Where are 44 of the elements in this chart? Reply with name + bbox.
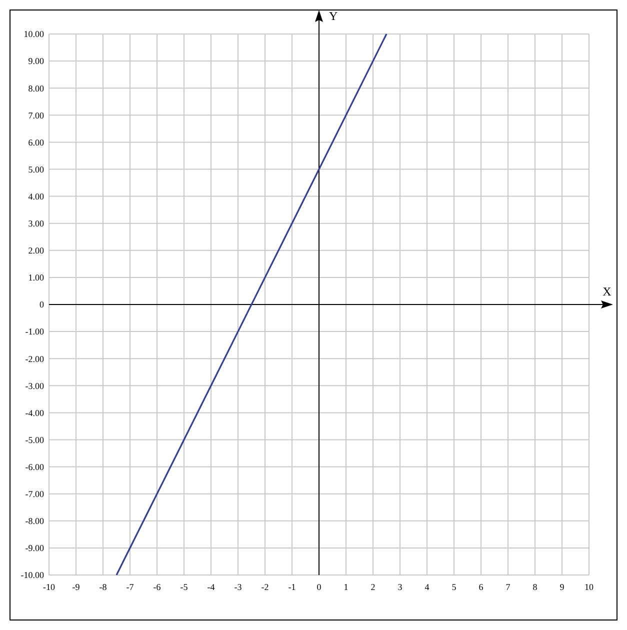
y-axis-title: Y	[329, 9, 338, 23]
y-tick-label: -5.00	[25, 434, 44, 445]
x-tick-label: -4	[207, 582, 216, 592]
y-tick-label: -7.00	[25, 489, 44, 499]
y-tick-label: -8.00	[25, 516, 44, 526]
y-tick-label: -3.00	[25, 380, 44, 391]
y-tick-label: 2.00	[28, 246, 44, 256]
x-tick-label: 3	[398, 582, 403, 592]
y-tick-label: -9.00	[25, 543, 44, 554]
x-tick-label: 4	[424, 582, 430, 592]
y-tick-label: 6.00	[28, 137, 44, 148]
x-tick-label: 0	[316, 582, 322, 592]
y-tick-label: -1.00	[25, 326, 44, 337]
x-tick-label: 6	[478, 582, 484, 592]
y-tick-label: 1.00	[28, 272, 44, 283]
y-tick-label: 7.00	[28, 110, 44, 120]
y-tick-label: 0	[40, 300, 44, 310]
x-tick-label: -7	[126, 582, 134, 592]
x-tick-label: -2	[261, 582, 269, 592]
x-tick-label: -3	[234, 582, 242, 592]
x-tick-label: -10	[43, 582, 56, 592]
x-axis-title: X	[602, 284, 612, 298]
x-tick-label: 10	[584, 582, 594, 592]
x-tick-label: -8	[99, 582, 108, 592]
x-tick-label: 7	[506, 582, 511, 592]
x-tick-label: -1	[288, 582, 296, 592]
y-tick-label: -6.00	[25, 462, 44, 472]
x-tick-label: 8	[532, 582, 538, 592]
y-tick-label: 10.00	[24, 29, 44, 40]
x-tick-label: 9	[560, 582, 565, 592]
y-tick-label: 4.00	[28, 191, 44, 202]
x-tick-label: 1	[344, 582, 348, 592]
x-tick-label: -5	[180, 582, 188, 592]
y-tick-label: 9.00	[28, 56, 44, 66]
x-tick-label: -6	[153, 582, 162, 592]
y-tick-label: -10.00	[20, 570, 44, 580]
y-tick-label: 5.00	[28, 164, 44, 174]
y-tick-label: -2.00	[25, 354, 44, 364]
x-tick-label: -9	[72, 582, 80, 592]
y-tick-label: 3.00	[28, 218, 44, 228]
y-tick-label: -4.00	[25, 408, 44, 418]
x-tick-label: 5	[452, 582, 457, 592]
y-tick-label: 8.00	[28, 83, 44, 94]
x-tick-label: 2	[370, 582, 376, 592]
